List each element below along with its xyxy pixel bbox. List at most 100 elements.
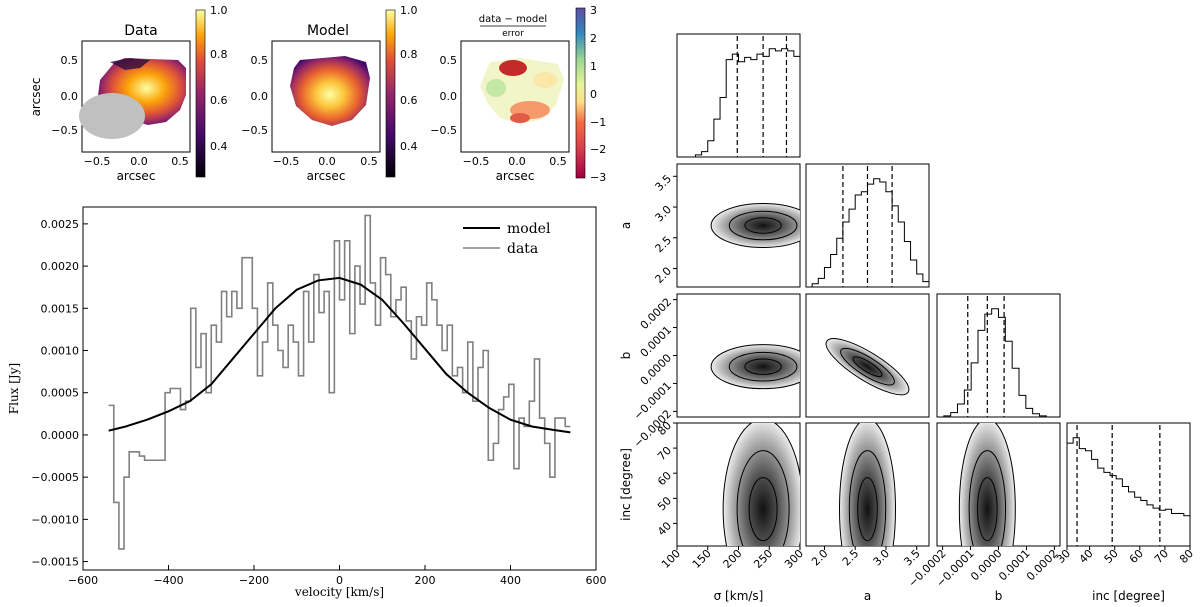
corner-xtick-label: 0.0002 [1024, 547, 1060, 583]
corner-ytick-label: 3.0 [653, 203, 675, 225]
density-contour [710, 203, 800, 248]
model-map-colorbar-ticks: 1.0 0.8 0.6 0.4 [400, 4, 418, 153]
svg-text:−0.5: −0.5 [430, 124, 457, 137]
svg-text:0.0: 0.0 [318, 155, 336, 168]
beam-ellipse [79, 93, 145, 139]
corner-ytick-label: 70 [655, 444, 674, 463]
corner-2d-density [825, 338, 910, 396]
svg-text:0.5: 0.5 [549, 155, 567, 168]
corner-ytick-label: 2.0 [653, 264, 675, 286]
corner-ylabel-1: a [619, 222, 633, 229]
corner-xtick-label: 250 [751, 547, 775, 571]
svg-text:1.0: 1.0 [400, 4, 418, 17]
corner-xtick-label: 60 [1127, 547, 1146, 566]
density-contour [744, 217, 782, 234]
svg-text:−2: −2 [590, 143, 606, 156]
spectrum-xtick-label: 200 [415, 574, 436, 587]
svg-text:0: 0 [590, 88, 597, 101]
model-map-title: Model [307, 23, 349, 39]
model-map-xlabel: arcsec [307, 169, 346, 183]
corner-xtick-label: 3.0 [871, 547, 893, 569]
residual-map-yticks: 0.5 0.0 −0.5 [430, 54, 457, 137]
model-series-line [108, 276, 571, 434]
corner-xtick-label: 70 [1152, 547, 1171, 566]
model-map-panel: Model −0.5 0.0 0.5 0.5 0.0 −0.5 arcsec 1… [241, 4, 417, 183]
data-map-ylabel: arcsec [29, 78, 43, 117]
corner-hist-3 [1066, 437, 1190, 546]
density-contour [736, 450, 790, 546]
residual-map-colorbar-ticks: 3 2 1 0 −1 −2 −3 [590, 4, 606, 184]
corner-hist-frame-0 [676, 33, 801, 158]
corner-2d-density [710, 203, 800, 248]
spectrum-xtick-label: 600 [586, 574, 607, 587]
svg-text:−0.5: −0.5 [463, 155, 490, 168]
svg-text:0.5: 0.5 [360, 155, 378, 168]
density-contour [839, 423, 896, 546]
corner-xtick-label: 2.0 [809, 547, 831, 569]
svg-text:−0.5: −0.5 [84, 155, 111, 168]
corner-hist-1 [806, 178, 929, 288]
corner-xtick-label: 40 [1077, 547, 1096, 566]
density-fill [711, 344, 800, 389]
spectrum-ytick-label: −0.0010 [31, 513, 79, 526]
density-contour [710, 344, 800, 390]
corner-xtick-label: 300 [782, 547, 806, 571]
data-map-xlabel: arcsec [117, 169, 156, 183]
spectrum-ytick-label: −0.0005 [31, 471, 79, 484]
corner-ylabel-3: inc [degree] [619, 448, 633, 521]
spectrum-ytick-label: 0.0015 [41, 302, 80, 315]
spectrum-xtick-label: −400 [153, 574, 183, 587]
spectrum-plot: −600 −400 −200 0 200 400 600 −0.0015 −0.0010 −0.0… [7, 206, 607, 599]
density-contour [840, 347, 895, 386]
svg-text:0.4: 0.4 [400, 140, 418, 153]
model-map-xticks: −0.5 0.0 0.5 [273, 155, 378, 168]
svg-text:3: 3 [590, 4, 597, 17]
legend-model-label: model [507, 221, 551, 237]
density-contour [848, 450, 887, 546]
svg-text:0.5: 0.5 [251, 54, 269, 67]
svg-text:0.6: 0.6 [400, 94, 418, 107]
spectrum-xtick-label: 0 [336, 574, 343, 587]
spectrum-ytick-label: −0.0015 [31, 556, 79, 569]
residual-title-den: error [502, 29, 524, 39]
spectrum-ytick-label: 0.0025 [41, 218, 80, 231]
density-contour [825, 338, 910, 396]
corner-xtick-label: 3.5 [901, 547, 923, 569]
density-fill [723, 423, 800, 546]
corner-xtick-label: 2.5 [840, 547, 862, 569]
model-map-yticks: 0.5 0.0 −0.5 [241, 54, 268, 137]
residual-map-xlabel: arcsec [496, 169, 535, 183]
corner-xtick-label: 50 [1102, 547, 1121, 566]
residual-map-xticks: −0.5 0.0 0.5 [463, 155, 567, 168]
spectrum-ytick-label: 0.0020 [41, 260, 80, 273]
corner-xtick-label: 200 [721, 547, 745, 571]
density-contour [958, 423, 1016, 546]
density-contour [748, 477, 778, 542]
svg-text:1: 1 [590, 60, 597, 73]
corner-ytick-label: 60 [655, 469, 674, 488]
corner-xtick-label: 100 [659, 547, 683, 571]
residual-title-num: data − model [479, 14, 547, 25]
data-map-title: Data [124, 23, 157, 39]
spectrum-ytick-label: 0.0010 [41, 345, 80, 358]
corner-xlabel-3: inc [degree] [1092, 589, 1165, 603]
svg-text:1.0: 1.0 [210, 4, 228, 17]
spectrum-ylabel: Flux [Jy] [7, 363, 21, 414]
corner-2d-density [710, 344, 800, 390]
corner-hist-0 [677, 48, 800, 158]
spectrum-ytick-label: 0.0000 [41, 429, 80, 442]
legend-data-label: data [507, 241, 538, 257]
corner-ytick-label: 50 [655, 494, 674, 513]
svg-text:0.0: 0.0 [61, 90, 79, 103]
svg-text:0.8: 0.8 [400, 48, 418, 61]
corner-xtick-label: 80 [1177, 547, 1196, 566]
data-map-yticks: 0.5 0.0 −0.5 [51, 54, 78, 137]
data-map-xticks: −0.5 0.0 0.5 [84, 155, 189, 168]
corner-2d-density [958, 423, 1016, 546]
spectrum-xlabel: velocity [km/s] [294, 585, 384, 599]
corner-hist-frame-3 [1066, 422, 1191, 547]
corner-xlabel-1: a [864, 589, 871, 603]
density-contour [968, 450, 1007, 546]
corner-xtick-label: 30 [1054, 547, 1073, 566]
